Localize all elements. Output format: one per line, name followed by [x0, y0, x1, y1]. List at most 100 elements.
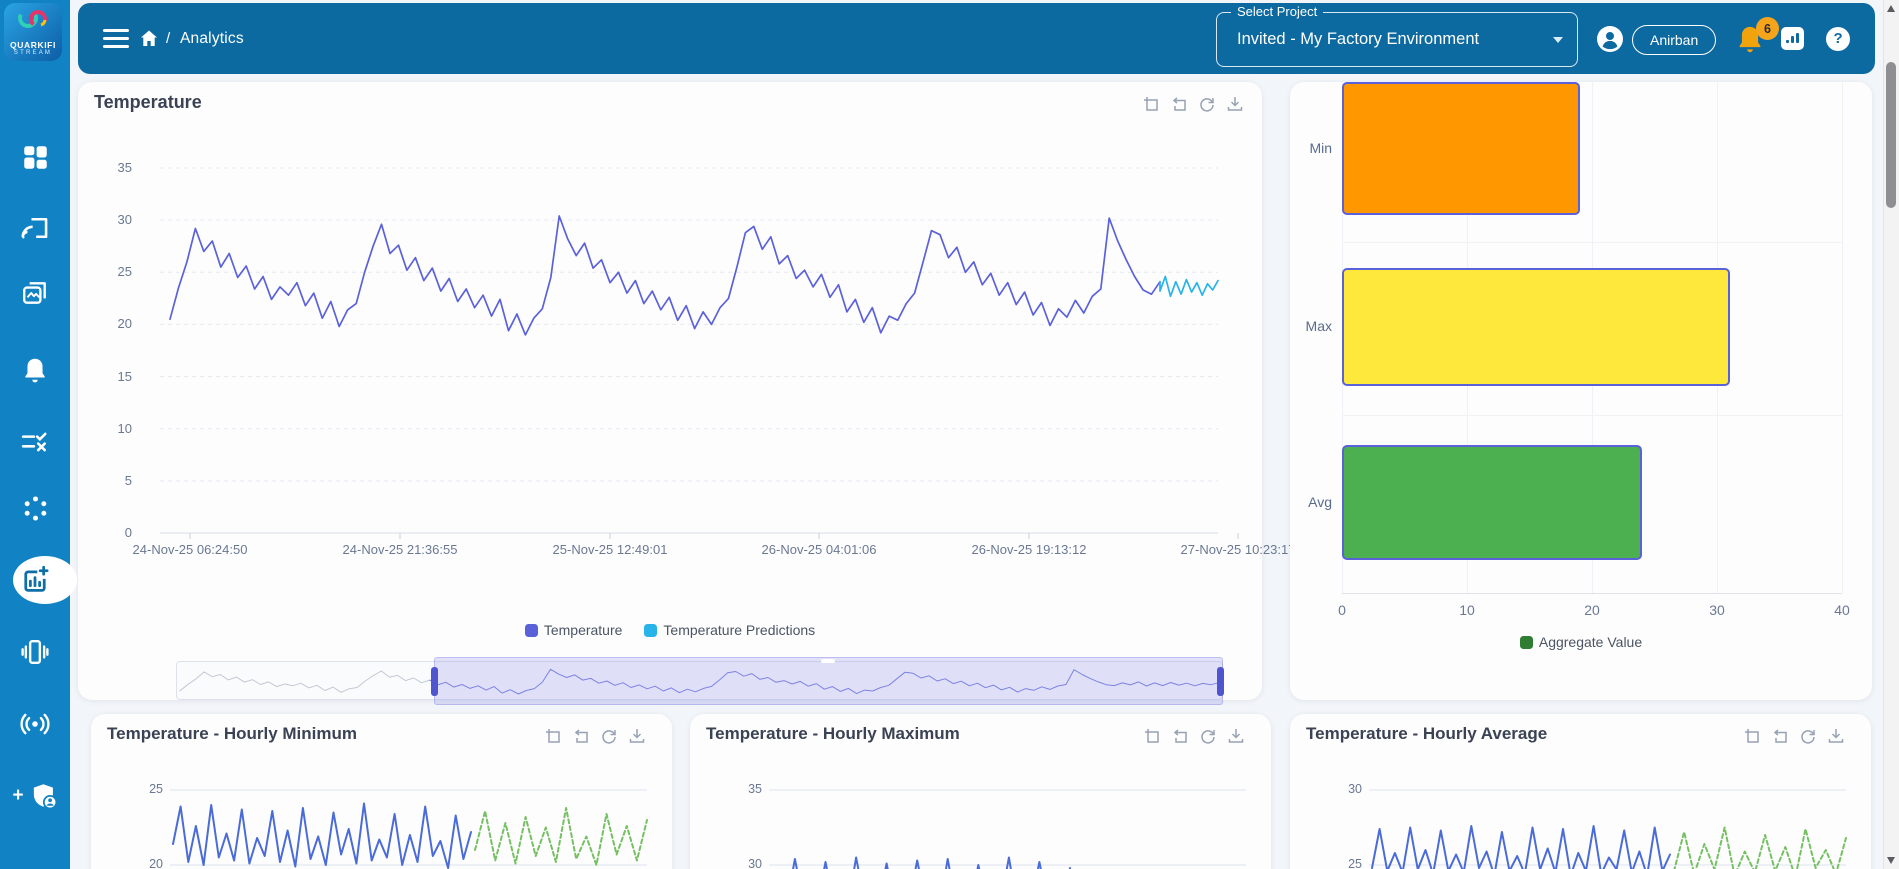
zoom-selection-icon[interactable]: [1743, 727, 1761, 745]
user-shield-icon: [33, 784, 57, 810]
sidebar-item-dashboard[interactable]: [0, 135, 70, 179]
dashboard-icon: [23, 145, 47, 169]
logo-subtitle: STREAM: [13, 50, 53, 56]
spinner-dots-icon: [24, 495, 46, 521]
sidebar-item-cast[interactable]: [0, 206, 70, 250]
account-icon[interactable]: [1596, 3, 1624, 74]
tick-label: 40: [1834, 602, 1850, 618]
sidebar-item-device-vibration[interactable]: [0, 630, 70, 674]
tick-label: 0: [1338, 602, 1346, 618]
zoom-selection-icon[interactable]: [1142, 95, 1160, 113]
chart-legend: Aggregate Value: [1290, 634, 1872, 650]
menu-toggle-icon[interactable]: [103, 29, 129, 48]
sidebar: QUARKIFI STREAM: [0, 0, 77, 869]
help-icon[interactable]: ?: [1825, 3, 1851, 74]
temperature-line-chart: [160, 167, 1239, 539]
refresh-icon[interactable]: [1198, 95, 1216, 113]
scroll-up-arrow[interactable]: [1887, 5, 1895, 12]
tick-label: 10: [1459, 602, 1475, 618]
row-separator: [1342, 242, 1842, 243]
tick-label: 20: [1584, 602, 1600, 618]
breadcrumb-home-icon[interactable]: [140, 3, 158, 74]
tick-label: Max: [1305, 318, 1332, 334]
scroll-down-arrow[interactable]: [1887, 857, 1895, 864]
breadcrumb-separator: /: [166, 30, 171, 47]
logo-title: QUARKIFI: [10, 40, 56, 50]
legend-item-aggregate[interactable]: Aggregate Value: [1519, 634, 1643, 650]
download-icon[interactable]: [1827, 727, 1845, 745]
hourly-average-panel: Temperature - Hourly Average 30 25: [1290, 714, 1871, 869]
legend-swatch: [1519, 635, 1533, 649]
tick-label: 25: [1348, 857, 1362, 869]
tick-label: 24-Nov-25 21:36:55: [342, 542, 458, 557]
row-separator: [1342, 415, 1842, 416]
hourly-maximum-chart: [769, 789, 1246, 869]
project-select-label: Select Project: [1231, 4, 1324, 19]
chart-toolbar: [544, 727, 646, 745]
tick-label: 20: [149, 857, 163, 869]
brush-selection[interactable]: [433, 657, 1223, 705]
brush-range-selector: [176, 657, 1224, 705]
panel-title: Temperature: [94, 92, 202, 112]
zoom-out-selection-icon[interactable]: [1170, 95, 1188, 113]
analytics-add-icon: [24, 565, 49, 592]
brush-track[interactable]: [176, 661, 1223, 700]
zoom-out-selection-icon[interactable]: [1771, 727, 1789, 745]
legend-label: Aggregate Value: [1538, 634, 1643, 650]
zoom-selection-icon[interactable]: [1143, 727, 1161, 745]
brush-handle-right[interactable]: [1217, 667, 1224, 696]
download-icon[interactable]: [628, 727, 646, 745]
bar-min[interactable]: [1342, 82, 1580, 215]
notification-count: 6: [1764, 21, 1771, 36]
hourly-average-chart: [1369, 789, 1847, 869]
tick-label: 0: [124, 525, 132, 540]
vertical-scrollbar[interactable]: [1883, 0, 1899, 869]
download-icon[interactable]: [1227, 727, 1245, 745]
refresh-icon[interactable]: [1799, 727, 1817, 745]
panel-title: Temperature - Hourly Average: [1306, 724, 1548, 743]
sidebar-item-user-shield[interactable]: +: [0, 774, 70, 818]
hourly-minimum-chart: [170, 789, 648, 869]
tick-label: 24-Nov-25 06:24:50: [132, 542, 248, 557]
sidebar-item-notifications[interactable]: [0, 348, 70, 392]
sidebar-item-processing[interactable]: [0, 486, 70, 530]
project-select[interactable]: Select Project Invited - My Factory Envi…: [1216, 4, 1578, 67]
tick-label: 20: [117, 316, 132, 332]
legend-item-predictions[interactable]: Temperature Predictions: [644, 622, 815, 638]
hourly-minimum-panel: Temperature - Hourly Minimum 25 20: [91, 714, 672, 869]
app-logo[interactable]: QUARKIFI STREAM: [4, 3, 62, 61]
download-icon[interactable]: [1226, 95, 1244, 113]
legend-item-temperature[interactable]: Temperature: [524, 622, 623, 638]
legend-label: Temperature Predictions: [663, 622, 816, 638]
bar-avg[interactable]: [1342, 445, 1642, 560]
refresh-icon[interactable]: [600, 727, 618, 745]
sidebar-item-broadcast[interactable]: [0, 702, 70, 746]
legend-label: Temperature: [543, 622, 623, 638]
broadcast-icon: [20, 713, 50, 735]
bar-max[interactable]: [1342, 268, 1730, 386]
checklist-icon: [21, 432, 47, 452]
tick-label: 5: [124, 472, 132, 488]
brush-mini-chart: [179, 668, 1220, 695]
gridline: [1842, 82, 1843, 593]
tick-label: 27-Nov-25 10:23:17: [1180, 542, 1296, 557]
sidebar-item-gallery[interactable]: [0, 271, 70, 315]
zoom-selection-icon[interactable]: [544, 727, 562, 745]
zoom-out-selection-icon[interactable]: [1171, 727, 1189, 745]
temperature-chart-panel: Temperature 35 30 25 20 15 10 5 0 24-Nov-25 06:…: [78, 82, 1295, 705]
refresh-icon[interactable]: [1199, 727, 1217, 745]
tick-label: 26-Nov-25 19:13:12: [971, 542, 1087, 557]
sidebar-item-analytics-active[interactable]: [0, 556, 77, 604]
zoom-out-selection-icon[interactable]: [572, 727, 590, 745]
brush-handle-left[interactable]: [430, 667, 438, 696]
scrollbar-thumb[interactable]: [1886, 62, 1896, 208]
aggregate-bar-chart: 0 10 20 30 40 Min Max Avg: [1290, 82, 1872, 700]
sidebar-item-rules[interactable]: [0, 420, 70, 464]
tick-label: 30: [1709, 602, 1725, 618]
chart-toolbar: [1143, 727, 1245, 745]
user-button[interactable]: Anirban: [1632, 25, 1717, 55]
notifications-bell[interactable]: [1736, 3, 1764, 74]
tick-label: 26-Nov-25 04:01:06: [761, 542, 877, 557]
usage-stats-icon[interactable]: [1780, 3, 1805, 74]
brush-grip: [821, 659, 836, 663]
